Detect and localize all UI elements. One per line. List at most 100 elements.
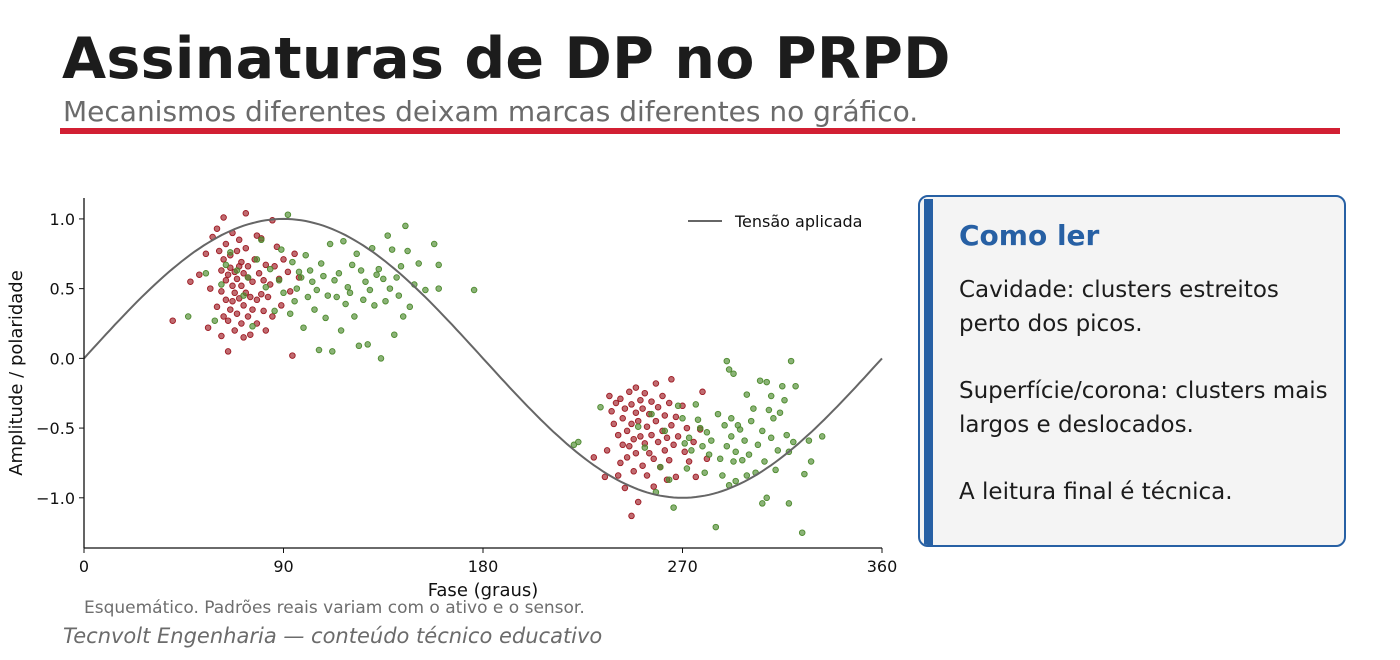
scatter-point [233, 275, 241, 283]
scatter-point [229, 297, 236, 305]
scatter-point [712, 523, 720, 531]
scatter-point [313, 286, 321, 294]
scatter-point [606, 392, 613, 400]
scatter-point [244, 313, 252, 320]
scatter-point [304, 293, 312, 301]
scatter-point [253, 256, 261, 263]
scatter-point [672, 473, 680, 481]
scatter-point [716, 455, 724, 463]
y-tick-label: −0.5 [36, 419, 75, 438]
scatter-point [260, 277, 267, 284]
scatter-point [597, 403, 604, 411]
scatter-point [346, 289, 354, 297]
scatter-point [610, 420, 618, 428]
scatter-point [322, 314, 329, 322]
scatter-point [612, 399, 620, 407]
scatter-point [244, 263, 252, 270]
scatter-point [654, 403, 662, 411]
scatter-point [258, 236, 265, 244]
scatter-point [224, 348, 232, 355]
scatter-point [708, 437, 715, 444]
scatter-point [222, 296, 230, 304]
scatter-point [705, 451, 713, 458]
scatter-point [648, 431, 655, 439]
scatter-point [639, 462, 646, 469]
scatter-point [699, 388, 706, 396]
y-tick-label: 0.0 [50, 349, 75, 368]
scatter-point [238, 320, 245, 327]
scatter-point [260, 307, 267, 315]
prpd-chart: 0 90 180 270 360 1.0 0.5 0.0 −0.5 −1.0 Fase (gra… [6, 198, 897, 600]
scatter-point [650, 455, 657, 463]
scatter-point [694, 416, 702, 423]
scatter-point [723, 442, 731, 450]
scatter-point [355, 342, 363, 350]
scatter-point [222, 240, 230, 248]
scatter-point [357, 267, 365, 274]
scatter-point [763, 378, 770, 386]
scatter-point [204, 324, 212, 331]
scatter-point [776, 409, 784, 416]
scatter-point [714, 410, 722, 418]
info-box-accent-bar [924, 199, 933, 545]
scatter-point [628, 420, 635, 428]
scatter-point [320, 272, 327, 280]
scatter-point [632, 449, 640, 457]
scatter-point [231, 327, 238, 334]
scatter-point [258, 290, 265, 298]
scatter-point [787, 357, 795, 365]
scatter-point [286, 288, 294, 295]
scatter-point [395, 292, 403, 299]
scatter-point [668, 422, 675, 429]
scatter-point [665, 399, 673, 407]
scatter-point [264, 293, 272, 301]
scatter-point [798, 529, 806, 536]
scatter-point [262, 327, 270, 334]
y-ticks: 1.0 0.5 0.0 −0.5 −1.0 [36, 210, 84, 508]
scatter-point [373, 271, 380, 278]
scatter-point [785, 500, 793, 507]
info-box-line: A leitura final é técnica. [959, 479, 1233, 505]
scatter-point [329, 348, 336, 355]
x-tick-label: 180 [468, 557, 499, 576]
scatter-point [767, 434, 775, 442]
scatter-point [249, 306, 256, 313]
scatter-point [761, 458, 768, 465]
scatter-point [233, 267, 241, 274]
scatter-point [404, 247, 411, 255]
scatter-point [781, 396, 788, 404]
scatter-point [730, 370, 737, 377]
scatter-point [295, 268, 303, 276]
scatter-point [634, 498, 642, 506]
scatter-point [388, 246, 396, 253]
scatter-point [300, 324, 307, 331]
scatter-point [331, 277, 338, 284]
scatter-point [280, 289, 287, 297]
scatter-point [661, 447, 669, 454]
scatter-point [289, 258, 296, 266]
scatter-point [470, 286, 478, 294]
scatter-point [736, 426, 744, 433]
footer-credit: Tecnvolt Engenharia — conteúdo técnico e… [63, 624, 603, 648]
scatter-point [317, 260, 325, 267]
scatter-point [382, 297, 389, 305]
scatter-point [807, 458, 815, 465]
scatter-point [632, 409, 640, 416]
scatter-point [238, 282, 245, 290]
scatter-point [202, 270, 210, 277]
scatter-point [227, 306, 234, 313]
scatter-point [269, 313, 276, 320]
scatter-point [661, 427, 669, 435]
scatter-point [224, 317, 232, 324]
scatter-point [741, 437, 748, 444]
scatter-point [337, 327, 345, 334]
scatter-point [665, 456, 673, 464]
scatter-point [765, 406, 773, 414]
scatter-point [683, 424, 691, 432]
scatter-point [220, 313, 227, 320]
scatter-point [637, 396, 644, 404]
scatter-point [380, 275, 387, 283]
scatter-point [262, 261, 270, 269]
scatter-point [184, 313, 192, 320]
scatter-point [614, 472, 622, 479]
